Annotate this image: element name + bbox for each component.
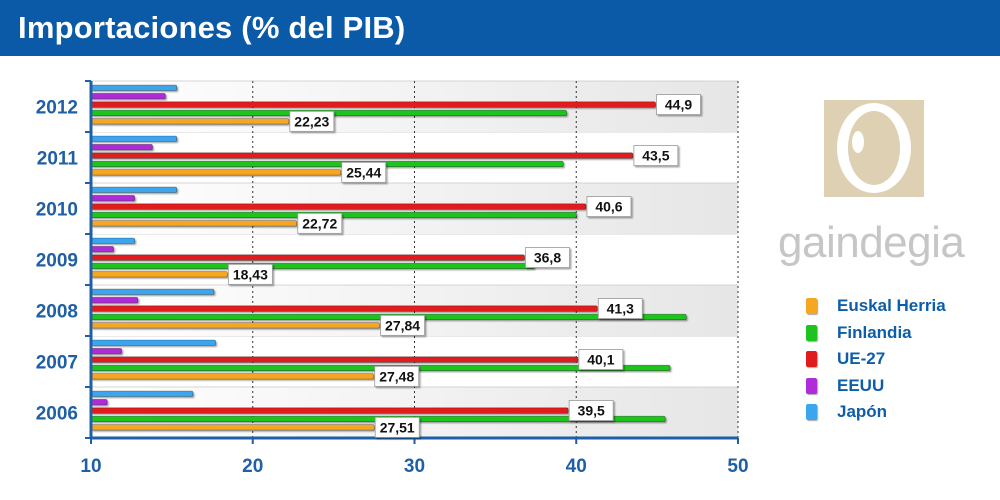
legend-item: EEUU — [806, 373, 946, 400]
data-label: 22,23 — [294, 113, 329, 129]
data-label-box — [633, 145, 679, 166]
data-label-box — [525, 247, 570, 268]
bar-euskal-herria-2012 — [90, 118, 290, 125]
bar-euskal-herria-2009 — [90, 271, 228, 278]
bar-eeuu-2009 — [90, 246, 114, 253]
data-label: 25,44 — [346, 164, 381, 180]
y-tick-label: 2007 — [36, 353, 78, 374]
data-label-box — [568, 400, 614, 421]
legend-label: Japón — [837, 402, 888, 422]
bar-ue-27-2007 — [90, 356, 579, 363]
data-label-box — [289, 110, 335, 132]
data-label-box — [297, 212, 343, 234]
data-label: 18,43 — [233, 266, 268, 282]
bar-ue-27-2006 — [90, 407, 569, 414]
bar-eeuu-2012 — [90, 93, 166, 100]
legend-label: UE-27 — [837, 349, 886, 369]
bar-eeuu-2010 — [90, 195, 135, 202]
legend-item: Finlandia — [806, 320, 946, 347]
data-label: 40,6 — [595, 199, 622, 215]
bar-jap-n-2007 — [90, 339, 216, 346]
bar-ue-27-2012 — [90, 101, 656, 108]
y-tick-label: 2011 — [37, 149, 79, 170]
legend-item: Euskal Herria — [806, 293, 946, 320]
bar-euskal-herria-2006 — [90, 424, 375, 431]
title-bar: Importaciones (% del PIB) — [0, 0, 1000, 56]
bar-eeuu-2008 — [90, 297, 139, 304]
y-tick-label: 2008 — [36, 302, 78, 323]
bar-jap-n-2008 — [90, 288, 215, 295]
bar-ue-27-2010 — [90, 203, 587, 210]
bar-jap-n-2011 — [90, 135, 178, 142]
data-label: 43,5 — [642, 148, 669, 164]
x-tick-label: 50 — [727, 456, 748, 477]
bar-eeuu-2006 — [90, 399, 108, 406]
data-label: 39,5 — [578, 403, 605, 419]
bar-euskal-herria-2008 — [90, 322, 380, 329]
data-label-box — [586, 196, 632, 217]
legend-swatch — [806, 298, 817, 315]
data-label-box — [227, 263, 273, 285]
gaindegia-logo — [824, 100, 924, 197]
bar-eeuu-2011 — [90, 144, 153, 151]
legend-swatch — [806, 351, 817, 368]
y-tick-label: 2012 — [36, 98, 78, 119]
x-tick-label: 30 — [404, 456, 425, 477]
legend-item: Japón — [806, 399, 946, 426]
bar-finlandia-2011 — [90, 160, 564, 167]
legend-label: Finlandia — [837, 322, 912, 342]
legend-swatch — [806, 324, 817, 341]
y-tick-label: 2006 — [36, 404, 78, 425]
data-label-box — [578, 349, 624, 370]
data-label-box — [597, 298, 643, 319]
data-label: 27,51 — [380, 419, 415, 435]
legend-item: UE-27 — [806, 346, 946, 373]
bar-euskal-herria-2007 — [90, 373, 375, 380]
data-label-box — [656, 94, 701, 115]
data-label: 44,9 — [665, 97, 692, 113]
bar-finlandia-2009 — [90, 262, 535, 270]
data-label-box — [374, 416, 420, 438]
bar-eeuu-2007 — [90, 348, 123, 355]
bar-ue-27-2009 — [90, 254, 525, 261]
x-tick-label: 10 — [80, 456, 101, 477]
bar-ue-27-2011 — [90, 152, 634, 159]
data-label-box — [341, 161, 387, 183]
data-label: 41,3 — [607, 301, 634, 317]
bar-jap-n-2009 — [90, 237, 135, 244]
legend-swatch — [806, 377, 817, 394]
data-label: 22,72 — [302, 215, 337, 231]
bar-euskal-herria-2010 — [90, 220, 298, 227]
x-tick-label: 20 — [242, 456, 263, 477]
y-tick-label: 2010 — [36, 200, 78, 221]
bar-ue-27-2008 — [90, 305, 598, 312]
data-label: 27,48 — [379, 368, 414, 384]
bar-jap-n-2012 — [90, 84, 178, 91]
page-title: Importaciones (% del PIB) — [18, 10, 406, 45]
x-tick-label: 40 — [566, 456, 587, 477]
legend-swatch — [806, 404, 817, 421]
data-label: 36,8 — [534, 250, 561, 266]
data-label: 27,84 — [385, 317, 420, 333]
y-tick-label: 2009 — [36, 251, 78, 272]
chart-legend: Euskal Herria Finlandia UE-27 EEUU Japón — [806, 293, 946, 426]
bar-jap-n-2010 — [90, 186, 178, 193]
data-label-box — [380, 314, 425, 336]
data-label: 40,1 — [587, 352, 614, 368]
legend-label: EEUU — [837, 375, 885, 395]
bar-jap-n-2006 — [90, 390, 194, 397]
bar-euskal-herria-2011 — [90, 169, 342, 176]
legend-label: Euskal Herria — [837, 296, 946, 316]
logo-wordmark: gaindegia — [778, 218, 965, 267]
data-label-box — [374, 365, 420, 387]
